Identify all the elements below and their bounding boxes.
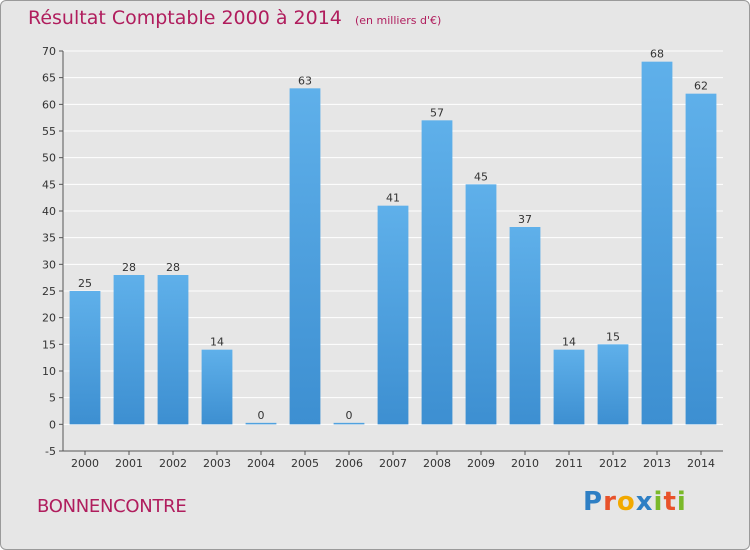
data-label-2006: 0 (346, 409, 353, 422)
chart-title: Résultat Comptable 2000 à 2014 (en milli… (28, 7, 441, 29)
bar-2013 (641, 61, 673, 425)
y-tick-label: 5 (49, 392, 56, 405)
y-tick-label: 25 (42, 285, 56, 298)
data-label-2002: 28 (166, 261, 180, 274)
data-labels: 25 28 28 14 0 63 0 41 57 45 37 14 15 68 62 (78, 48, 708, 422)
x-tick-label-2002: 2002 (159, 457, 187, 470)
x-tick-label-2001: 2001 (115, 457, 143, 470)
y-tick-label: 20 (42, 312, 56, 325)
data-label-2010: 37 (518, 213, 532, 226)
y-tick-label: 30 (42, 258, 56, 271)
x-tick-label-2008: 2008 (423, 457, 451, 470)
data-label-2013: 68 (650, 48, 664, 61)
bar-2012 (597, 344, 629, 425)
x-tick-label-2014: 2014 (687, 457, 715, 470)
logo-letter: i (676, 487, 687, 517)
logo-letter: r (603, 487, 617, 517)
x-tick-label-2006: 2006 (335, 457, 363, 470)
title-main: Résultat Comptable 2000 à 2014 (28, 7, 342, 29)
data-label-2009: 45 (474, 170, 488, 183)
bar-2001 (113, 275, 145, 425)
bar-2002 (157, 275, 189, 425)
proxiti-logo: Proxiti (583, 487, 687, 517)
data-label-2007: 41 (386, 192, 400, 205)
y-tick-label: 10 (42, 365, 56, 378)
data-label-2011: 14 (562, 336, 576, 349)
data-label-2004: 0 (258, 409, 265, 422)
bar-2010 (509, 227, 541, 425)
logo-letter: i (653, 487, 664, 517)
bar-2008 (421, 120, 453, 425)
data-label-2005: 63 (298, 74, 312, 87)
y-tick-label: 45 (42, 178, 56, 191)
x-tick-label-2013: 2013 (643, 457, 671, 470)
bar-2006 (333, 422, 365, 425)
y-tick-label: 15 (42, 338, 56, 351)
y-tick-label: 35 (42, 232, 56, 245)
bars (69, 61, 717, 425)
y-tick-label: 60 (42, 98, 56, 111)
data-label-2014: 62 (694, 80, 708, 93)
x-tick-label-2012: 2012 (599, 457, 627, 470)
data-label-2003: 14 (210, 336, 224, 349)
y-tick-label: 70 (42, 45, 56, 58)
logo-letter: P (583, 487, 604, 517)
y-tick-label: 50 (42, 152, 56, 165)
bar-2009 (465, 184, 497, 425)
x-tick-label-2007: 2007 (379, 457, 407, 470)
y-tick-label: 55 (42, 125, 56, 138)
bar-2004 (245, 422, 277, 425)
bar-2005 (289, 88, 321, 425)
data-label-2000: 25 (78, 277, 92, 290)
y-tick-label: 65 (42, 72, 56, 85)
logo-letter: o (616, 487, 636, 517)
y-tick-label: 40 (42, 205, 56, 218)
logo-letter: x (635, 487, 654, 517)
title-unit: (en milliers d'€) (354, 14, 442, 27)
bar-2000 (69, 291, 101, 425)
bar-2014 (685, 93, 717, 425)
bar-2003 (201, 349, 233, 425)
x-tick-label-2005: 2005 (291, 457, 319, 470)
bar-2011 (553, 349, 585, 425)
logo-letter: t (663, 487, 677, 517)
bar-2007 (377, 205, 409, 425)
axes: -5 0 5 10 15 20 25 30 35 40 45 50 55 60 65 70 2000 2001 20… (42, 45, 723, 470)
data-label-2012: 15 (606, 330, 620, 343)
x-tick-label-2000: 2000 (71, 457, 99, 470)
x-tick-label-2009: 2009 (467, 457, 495, 470)
x-tick-label-2004: 2004 (247, 457, 275, 470)
y-tick-label: -5 (45, 445, 56, 458)
y-tick-label: 0 (49, 418, 56, 431)
x-tick-label-2011: 2011 (555, 457, 583, 470)
x-tick-label-2010: 2010 (511, 457, 539, 470)
x-tick-label-2003: 2003 (203, 457, 231, 470)
data-label-2008: 57 (430, 106, 444, 119)
commune-name: BONNENCONTRE (37, 496, 187, 517)
data-label-2001: 28 (122, 261, 136, 274)
